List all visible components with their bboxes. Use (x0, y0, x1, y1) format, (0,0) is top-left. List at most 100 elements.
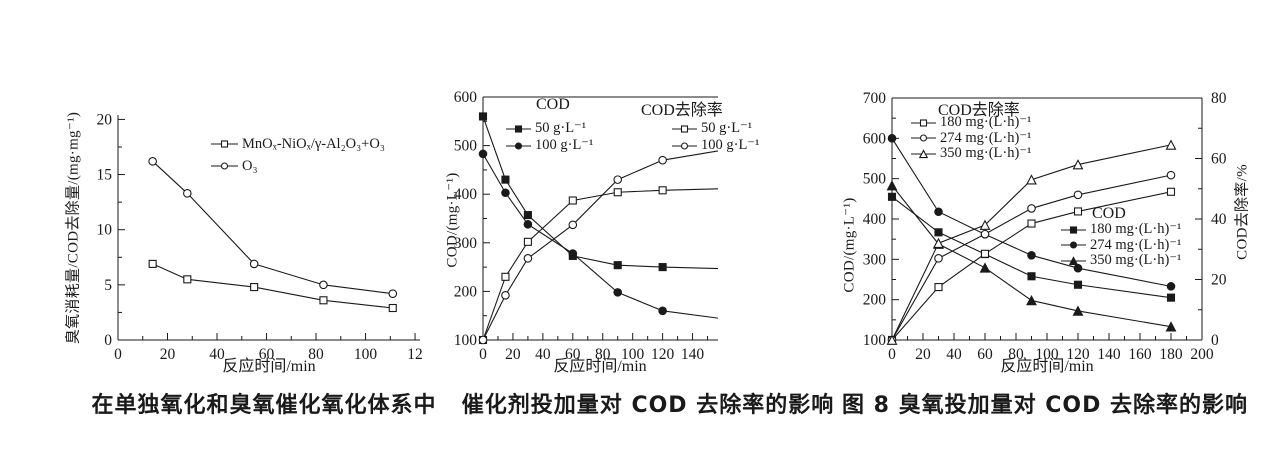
legend-label: O₃ (242, 157, 258, 174)
svg-text:400: 400 (454, 186, 478, 203)
legend-marker-circle-open-icon (211, 162, 238, 170)
x-axis-label-chart1: 反应时间/min (222, 358, 316, 375)
x-axis-label-chart2: 反应时间/min (553, 358, 647, 375)
legend-row: 50 g·L⁻¹ (506, 120, 593, 137)
svg-text:60: 60 (977, 346, 993, 363)
svg-text:400: 400 (863, 211, 887, 228)
legend-label: 100 g·L⁻¹ (535, 137, 594, 153)
legend-group: 50 g·L⁻¹ 100 g·L⁻¹ (506, 120, 593, 154)
series-square-open (148, 259, 397, 313)
legend-marker-square-open-icon (672, 124, 697, 133)
svg-text:200: 200 (1190, 346, 1214, 363)
svg-text:500: 500 (454, 138, 478, 155)
svg-text:140: 140 (1097, 346, 1121, 363)
legend-group: 180 mg·(L·h)⁻¹ 274 mg·(L·h)⁻¹ 350 mg·(L·h)… (911, 114, 1032, 162)
legend-title: COD (536, 96, 570, 113)
series-circle-open (148, 157, 398, 298)
svg-text:600: 600 (863, 130, 887, 147)
legend-title: COD (1092, 205, 1126, 222)
legend-marker-square-open-icon (911, 119, 936, 127)
legend-title: COD去除率 (641, 102, 723, 119)
legend-row: 350 mg·(L·h)⁻¹ (911, 145, 1032, 162)
svg-text:80: 80 (1211, 90, 1227, 107)
svg-text:200: 200 (454, 283, 478, 300)
legend-label: 350 mg·(L·h)⁻¹ (1090, 252, 1182, 269)
series-circle-open (478, 155, 667, 345)
svg-text:120: 120 (1066, 346, 1090, 363)
legend-label: MnOₓ-NiOₓ/γ-Al₂O₃+O₃ (242, 135, 385, 152)
legend-row: 100 g·L⁻¹ (506, 137, 593, 154)
svg-text:0: 0 (888, 346, 896, 363)
legend-label: 180 mg·(L·h)⁻¹ (940, 114, 1032, 131)
x-axis-label-chart3: 反应时间/min (1000, 358, 1094, 375)
svg-text:0: 0 (1211, 332, 1219, 349)
legend-row: 350 mg·(L·h)⁻¹ (1061, 252, 1182, 269)
legend-marker-square-filled-icon (1061, 226, 1086, 234)
svg-text:300: 300 (863, 251, 887, 268)
legend-row: 274 mg·(L·h)⁻¹ (911, 129, 1032, 147)
svg-text:80: 80 (595, 346, 611, 363)
y-axis-label-chart1: 臭氧消耗量/COD去除量/(mg·mg⁻¹) (65, 111, 82, 345)
legend-marker-square-open-icon (211, 140, 238, 148)
legend-row: 50 g·L⁻¹ (672, 120, 759, 137)
svg-text:100: 100 (1035, 346, 1059, 363)
svg-text:200: 200 (863, 292, 887, 309)
legend-label: 50 g·L⁻¹ (701, 120, 753, 136)
legend-row: 274 mg·(L·h)⁻¹ (1061, 236, 1182, 254)
caption-chart2: 催化剂投加量对 COD 去除率的影响 (461, 393, 835, 418)
svg-text:20: 20 (1211, 272, 1227, 289)
legend-marker-circle-open-icon (672, 141, 697, 150)
legend-row: O₃ (211, 155, 385, 177)
svg-text:80: 80 (308, 346, 324, 363)
legend-row: 180 mg·(L·h)⁻¹ (911, 114, 1032, 131)
legend-label: 50 g·L⁻¹ (535, 120, 587, 136)
legend-label: 274 mg·(L·h)⁻¹ (940, 129, 1032, 146)
svg-text:5: 5 (104, 277, 112, 294)
caption-chart3: 图 8 臭氧投加量对 COD 去除率的影响 (841, 393, 1249, 418)
svg-text:140: 140 (681, 346, 705, 363)
legend-label: 350 mg·(L·h)⁻¹ (940, 145, 1032, 162)
svg-text:0: 0 (114, 346, 122, 363)
y-axis-label-chart3: COD/(mg·L⁻¹) (841, 197, 858, 293)
legend-marker-triangle-filled-icon (1061, 256, 1086, 265)
series-triangle-open (886, 139, 1177, 345)
series-circle-filled (887, 134, 1176, 291)
series-circle-filled (478, 149, 667, 316)
svg-text:20: 20 (505, 346, 521, 363)
legend-row: 180 mg·(L·h)⁻¹ (1061, 221, 1182, 238)
svg-text:0: 0 (104, 332, 112, 349)
svg-text:160: 160 (1128, 346, 1152, 363)
legend-marker-square-filled-icon (506, 124, 531, 133)
svg-text:20: 20 (97, 111, 113, 128)
svg-text:100: 100 (454, 332, 478, 349)
svg-text:300: 300 (454, 235, 478, 252)
svg-text:100: 100 (863, 332, 887, 349)
svg-text:600: 600 (454, 89, 478, 106)
svg-text:100: 100 (621, 346, 645, 363)
svg-text:15: 15 (97, 167, 113, 184)
svg-text:12: 12 (407, 346, 423, 363)
svg-text:100: 100 (354, 346, 378, 363)
svg-text:60: 60 (259, 346, 275, 363)
svg-text:10: 10 (97, 222, 113, 239)
legend-row: 100 g·L⁻¹ (672, 137, 759, 154)
svg-text:700: 700 (863, 90, 887, 107)
legend-group: 180 mg·(L·h)⁻¹ 274 mg·(L·h)⁻¹ 350 mg·(L·h)… (1061, 221, 1182, 269)
svg-text:20: 20 (915, 346, 931, 363)
legend-title: COD去除率 (938, 102, 1020, 119)
legend-label: 274 mg·(L·h)⁻¹ (1090, 236, 1182, 253)
svg-text:80: 80 (1008, 346, 1024, 363)
y-axis-label-chart2: COD/(mg·L⁻¹) (444, 172, 461, 268)
legend-marker-circle-filled-icon (506, 141, 531, 150)
svg-text:40: 40 (209, 346, 225, 363)
svg-text:120: 120 (651, 346, 675, 363)
legend-group: MnOₓ-NiOₓ/γ-Al₂O₃+O₃ O₃ (211, 133, 385, 177)
svg-text:40: 40 (1211, 211, 1227, 228)
legend-marker-triangle-open-icon (911, 149, 936, 158)
legend-label: 100 g·L⁻¹ (701, 137, 760, 153)
svg-text:40: 40 (535, 346, 551, 363)
legend-label: 180 mg·(L·h)⁻¹ (1090, 221, 1182, 238)
legend-row: MnOₓ-NiOₓ/γ-Al₂O₃+O₃ (211, 133, 385, 155)
